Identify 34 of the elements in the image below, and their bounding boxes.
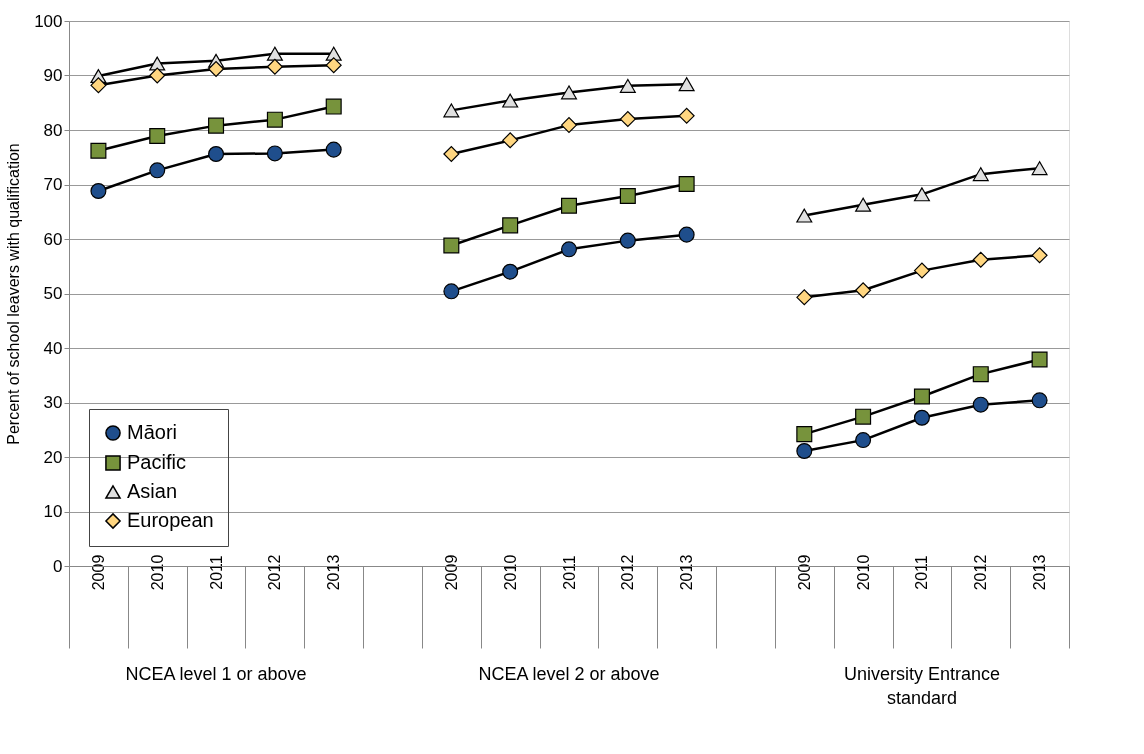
y-axis-title: Percent of school leavers with qualification: [5, 143, 23, 445]
legend-label: Māori: [127, 421, 178, 443]
x-tick-label: 2010: [854, 554, 872, 591]
x-tick-label: 2013: [325, 554, 343, 591]
x-tick-label: 2013: [678, 554, 696, 591]
y-tick-label: 0: [53, 556, 63, 576]
x-tick-label: 2010: [501, 554, 519, 591]
y-tick-label: 70: [43, 175, 63, 194]
legend-label: Pacific: [127, 451, 186, 473]
x-tick-label: 2009: [795, 554, 813, 591]
y-tick-label: 50: [43, 284, 63, 303]
x-tick-label: 2011: [207, 555, 225, 590]
legend-label: European: [127, 509, 214, 531]
x-tick-label: 2013: [1031, 554, 1049, 591]
x-tick-label: 2011: [560, 555, 578, 590]
text: University Entrance standard: [843, 664, 1000, 708]
y-tick-label: 60: [43, 229, 63, 249]
y-tick-label: 10: [43, 502, 63, 521]
x-tick-label: 2012: [619, 554, 637, 591]
x-tick-label: 2010: [148, 554, 166, 591]
text: NCEA level 2 or above: [478, 664, 660, 684]
legend-label: Asian: [127, 480, 178, 502]
text: NCEA level 1 or above: [125, 664, 307, 684]
y-tick-label: 90: [43, 66, 63, 85]
y-tick-label: 30: [43, 393, 63, 412]
x-tick-label: 2012: [266, 554, 284, 591]
x-tick-label: 2012: [972, 554, 990, 591]
y-tick-label: 100: [34, 11, 63, 31]
x-tick-label: 2009: [442, 554, 460, 591]
x-tick-label: 2009: [89, 554, 107, 591]
x-tick-label: 2011: [913, 555, 931, 590]
y-tick-label: 80: [43, 120, 63, 140]
y-tick-label: 40: [43, 338, 63, 358]
y-tick-label: 20: [43, 447, 63, 467]
